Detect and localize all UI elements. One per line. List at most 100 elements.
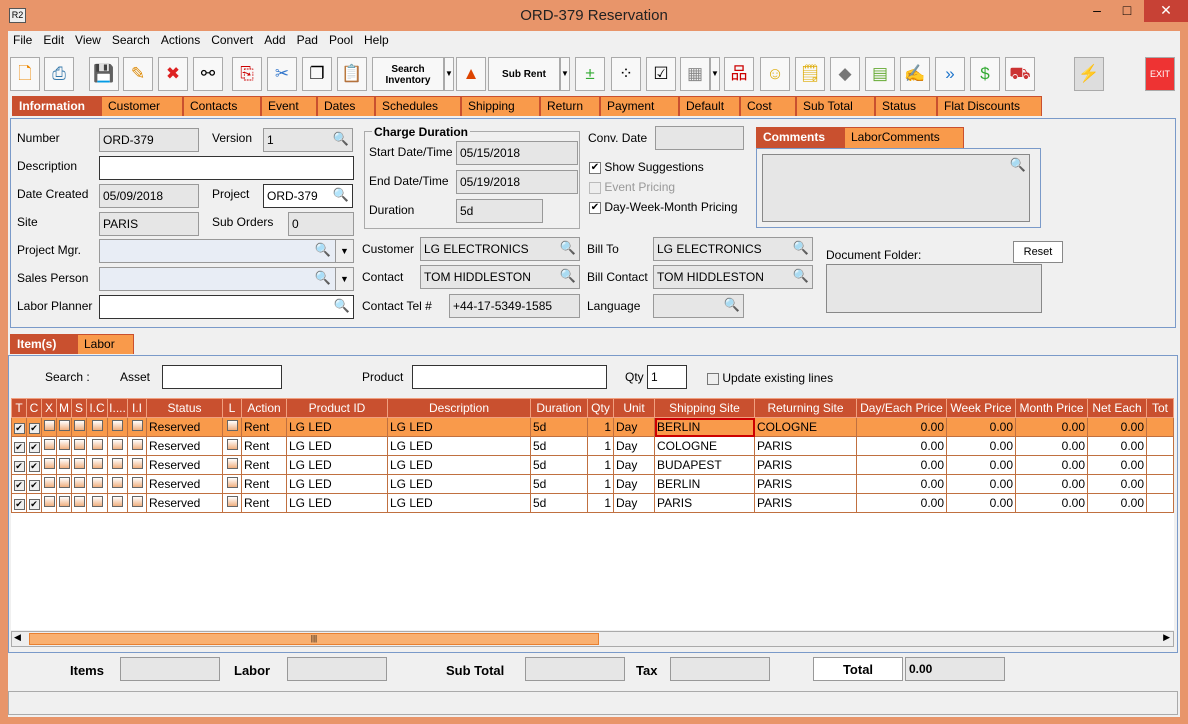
chevron-down-icon[interactable]: ▼ bbox=[335, 268, 353, 290]
duration-field[interactable]: 5d bbox=[456, 199, 543, 223]
menu-actions[interactable]: Actions bbox=[160, 33, 201, 47]
sales-person-select[interactable]: 🔍 ▼ bbox=[99, 267, 354, 291]
tab-customer[interactable]: Customer bbox=[101, 96, 183, 116]
column-header[interactable]: Shipping Site bbox=[654, 398, 755, 418]
search-icon[interactable]: 🔍 bbox=[792, 268, 809, 283]
cell-returning[interactable]: PARIS bbox=[754, 436, 857, 456]
row-checkbox-cell[interactable]: ✔ bbox=[26, 493, 42, 513]
forward-icon[interactable]: » bbox=[935, 57, 965, 91]
checkbox-checked[interactable]: ✔ bbox=[28, 442, 40, 453]
checklist-icon[interactable]: ☑ bbox=[646, 57, 676, 91]
sub-rent-button[interactable]: Sub Rent bbox=[488, 57, 560, 91]
exit-button[interactable]: EXIT bbox=[1145, 57, 1175, 91]
checkbox-unchecked[interactable] bbox=[112, 477, 123, 488]
checkbox-unchecked[interactable] bbox=[112, 496, 123, 507]
column-header[interactable]: Unit bbox=[613, 398, 655, 418]
checkbox-unchecked[interactable] bbox=[91, 420, 103, 431]
show-suggestions-checkbox[interactable]: ✔ Show Suggestions bbox=[589, 160, 704, 174]
row-l-checkbox-cell[interactable] bbox=[222, 436, 242, 456]
row-checkbox-cell[interactable] bbox=[56, 493, 72, 513]
cell-action[interactable]: Rent bbox=[241, 436, 287, 456]
cell-action[interactable]: Rent bbox=[241, 493, 287, 513]
calculator-icon[interactable]: ▦ bbox=[680, 57, 710, 91]
checkbox-unchecked[interactable] bbox=[58, 420, 70, 431]
search-icon[interactable]: 🔍 bbox=[314, 242, 331, 257]
cell-month[interactable]: 0.00 bbox=[1015, 455, 1088, 475]
checkbox-checked[interactable]: ✔ bbox=[13, 442, 25, 453]
row-checkbox-cell[interactable]: ✔ bbox=[11, 417, 27, 437]
row-checkbox-cell[interactable] bbox=[71, 493, 87, 513]
tab-labor[interactable]: Labor bbox=[77, 334, 134, 354]
cell-week[interactable]: 0.00 bbox=[946, 474, 1016, 494]
cell-day[interactable]: 0.00 bbox=[856, 493, 947, 513]
cell-product-id[interactable]: LG LED bbox=[286, 493, 388, 513]
checkbox-unchecked[interactable] bbox=[73, 496, 85, 507]
checkbox-unchecked[interactable] bbox=[43, 420, 55, 431]
row-checkbox-cell[interactable]: ✔ bbox=[26, 455, 42, 475]
checkbox-unchecked[interactable] bbox=[226, 496, 238, 507]
cell-month[interactable]: 0.00 bbox=[1015, 436, 1088, 456]
checkbox-unchecked[interactable] bbox=[131, 477, 143, 488]
column-header[interactable]: M bbox=[56, 398, 72, 418]
row-checkbox-cell[interactable]: ✔ bbox=[26, 474, 42, 494]
shapes-icon[interactable]: ▲ bbox=[456, 57, 486, 91]
row-l-checkbox-cell[interactable] bbox=[222, 455, 242, 475]
menu-search[interactable]: Search bbox=[111, 33, 150, 47]
cell-day[interactable]: 0.00 bbox=[856, 436, 947, 456]
cell-qty[interactable]: 1 bbox=[587, 474, 614, 494]
column-header[interactable]: Month Price bbox=[1015, 398, 1088, 418]
row-checkbox-cell[interactable] bbox=[56, 417, 72, 437]
search-icon[interactable]: 🔍 bbox=[559, 268, 576, 283]
cell-net[interactable]: 0.00 bbox=[1087, 455, 1147, 475]
stack-icon[interactable]: ▤ bbox=[865, 57, 895, 91]
menu-view[interactable]: View bbox=[75, 33, 101, 47]
checkbox-checked[interactable]: ✔ bbox=[13, 480, 25, 491]
edit-pencil-icon[interactable]: ✎ bbox=[123, 57, 153, 91]
checkbox-checked[interactable]: ✔ bbox=[28, 480, 40, 491]
cell-shipping[interactable]: PARIS bbox=[654, 493, 755, 513]
row-l-checkbox-cell[interactable] bbox=[222, 474, 242, 494]
cell-unit[interactable]: Day bbox=[613, 455, 655, 475]
checkbox-unchecked[interactable] bbox=[73, 439, 85, 450]
table-row[interactable]: ✔ ✔ Reserved Rent LG LED LG LED 5d 1 Day PARIS PAR… bbox=[11, 493, 1174, 513]
language-field[interactable]: 🔍 bbox=[653, 294, 744, 318]
row-checkbox-cell[interactable] bbox=[41, 436, 57, 456]
labor-planner-field[interactable]: 🔍 bbox=[99, 295, 354, 319]
search-icon[interactable]: 🔍 bbox=[559, 240, 576, 255]
row-checkbox-cell[interactable] bbox=[107, 474, 128, 494]
column-header[interactable]: Qty bbox=[587, 398, 614, 418]
checkbox-unchecked[interactable] bbox=[91, 496, 103, 507]
checkbox-checked[interactable]: ✔ bbox=[28, 461, 40, 472]
minimize-button[interactable]: – bbox=[1093, 2, 1101, 18]
column-header[interactable]: Day/Each Price bbox=[856, 398, 947, 418]
column-header[interactable]: Action bbox=[241, 398, 287, 418]
cell-duration[interactable]: 5d bbox=[530, 493, 588, 513]
row-checkbox-cell[interactable] bbox=[127, 474, 147, 494]
maximize-button[interactable]: □ bbox=[1122, 2, 1132, 18]
lightning-icon[interactable]: ⚡ bbox=[1074, 57, 1104, 91]
row-checkbox-cell[interactable] bbox=[41, 417, 57, 437]
checkbox-unchecked[interactable] bbox=[131, 496, 143, 507]
row-checkbox-cell[interactable] bbox=[71, 455, 87, 475]
cell-action[interactable]: Rent bbox=[241, 417, 287, 437]
table-row[interactable]: ✔ ✔ Reserved Rent LG LED LG LED 5d 1 Day BERLIN PA… bbox=[11, 474, 1174, 494]
checkbox-unchecked[interactable] bbox=[58, 458, 70, 469]
cell-qty[interactable]: 1 bbox=[587, 436, 614, 456]
row-checkbox-cell[interactable]: ✔ bbox=[11, 493, 27, 513]
tab-shipping[interactable]: Shipping bbox=[461, 96, 540, 116]
menu-file[interactable]: File bbox=[13, 33, 33, 47]
column-header[interactable]: S bbox=[71, 398, 87, 418]
add-remove-icon[interactable]: ± bbox=[575, 57, 605, 91]
row-checkbox-cell[interactable]: ✔ bbox=[26, 436, 42, 456]
row-checkbox-cell[interactable] bbox=[107, 417, 128, 437]
bill-contact-field[interactable]: TOM HIDDLESTON 🔍 bbox=[653, 265, 813, 289]
checkbox-unchecked[interactable] bbox=[58, 477, 70, 488]
date-created-field[interactable]: 05/09/2018 bbox=[99, 184, 199, 208]
form-edit-icon[interactable]: ✍ bbox=[900, 57, 930, 91]
cell-shipping[interactable]: BERLIN bbox=[654, 417, 755, 437]
table-row[interactable]: ✔ ✔ Reserved Rent LG LED LG LED 5d 1 Day BERLIN CO… bbox=[11, 417, 1174, 437]
version-field[interactable]: 1 🔍 bbox=[263, 128, 353, 152]
row-checkbox-cell[interactable] bbox=[71, 474, 87, 494]
checkbox-unchecked[interactable] bbox=[226, 477, 238, 488]
copy-transfer-icon[interactable]: ⎘ bbox=[232, 57, 262, 91]
